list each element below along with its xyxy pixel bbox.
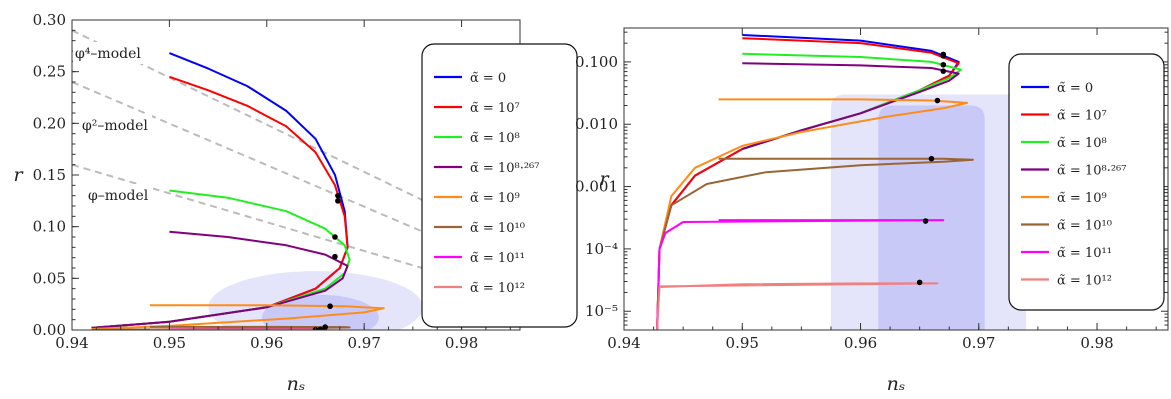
legend-label: α̃ = 10¹¹ (1057, 246, 1112, 261)
marker-dot-7 (922, 218, 929, 224)
y-tick-label: 0.100 (575, 53, 618, 71)
x-tick-label: 0.95 (726, 334, 759, 352)
y-axis-label: r (13, 164, 24, 186)
marker-dot-3 (940, 61, 947, 68)
x-tick-label: 0.96 (250, 334, 283, 352)
x-tick-label: 0.96 (844, 334, 877, 352)
legend-label: α̃ = 0 (1057, 81, 1093, 96)
legend: α̃ = 0 α̃ = 10⁷ α̃ = 10⁸ α̃ = 10⁸·²⁶⁷ α̃ = 1… (1008, 53, 1165, 311)
marker-dot-5 (327, 303, 333, 310)
legend-label: α̃ = 10¹⁰ (1057, 219, 1112, 234)
model-label-bg (86, 184, 153, 206)
legend-label: α̃ = 10¹² (1057, 274, 1112, 289)
y-tick-label: 0.00 (33, 321, 66, 339)
y-tick-label: 10⁻⁵ (585, 302, 618, 320)
y-tick-label: 0.20 (33, 114, 66, 132)
x-tick-label: 0.98 (445, 334, 478, 352)
marker-dot-2 (335, 198, 341, 204)
x-tick-label: 0.98 (1080, 334, 1113, 352)
model-label: φ²–model (82, 118, 148, 134)
legend-label: α̃ = 10⁸·²⁶⁷ (1057, 164, 1126, 179)
y-tick-label: 0.05 (33, 269, 66, 287)
marker-dot-7 (317, 326, 324, 330)
marker-dot-1 (335, 192, 341, 199)
y-tick-label: 0.001 (575, 178, 618, 196)
legend-label: α̃ = 10¹⁰ (470, 221, 525, 236)
legend-label: α̃ = 10⁸·²⁶⁷ (470, 161, 539, 176)
x-axis-label: nₛ (887, 373, 906, 395)
legend-label: α̃ = 0 (470, 71, 506, 86)
series-line-4 (741, 62, 960, 150)
legend: α̃ = 0 α̃ = 10⁷ α̃ = 10⁸ α̃ = 10⁸·²⁶⁷ α̃ = 1… (421, 43, 578, 328)
series-line-5 (91, 304, 385, 330)
confidence-region-1 (830, 94, 1027, 330)
chart-2: 0.94 0.95 0.96 0.97 0.98 10⁻⁵ 10⁻⁴ 0.001 0.010 0.… (575, 27, 1169, 395)
legend-label: α̃ = 10⁷ (1057, 109, 1107, 124)
chart-1: 0.94 0.95 0.96 0.97 0.98 0.00 0.05 0.10 0.15 0.20… (13, 11, 578, 395)
y-tick-label: 0.30 (33, 11, 66, 29)
x-tick-label: 0.97 (347, 334, 380, 352)
series-line-7 (656, 219, 945, 330)
series-line-6 (658, 157, 974, 250)
y-tick-label: 10⁻⁴ (585, 240, 618, 258)
plot-area (656, 34, 1027, 330)
plot-frame (623, 27, 1169, 331)
marker-dot-4 (940, 68, 947, 74)
model-label: φ–model (88, 188, 149, 204)
legend-label: α̃ = 10⁷ (470, 101, 520, 116)
legend-label: α̃ = 10⁹ (1057, 191, 1107, 206)
series-line-5 (656, 98, 968, 330)
legend-label: α̃ = 10⁸ (1057, 136, 1107, 151)
legend-label: α̃ = 10⁹ (470, 191, 520, 206)
confidence-region-1 (208, 271, 423, 330)
legend-label: α̃ = 10¹¹ (470, 251, 525, 266)
x-axis-label: nₛ (287, 373, 306, 395)
model-line-2 (72, 81, 520, 275)
marker-dot-5 (934, 97, 941, 104)
model-label-bg (80, 114, 152, 136)
y-tick-label: 0.25 (33, 63, 66, 81)
model-label-bg (73, 42, 145, 64)
marker-dot-2 (940, 53, 947, 59)
marker-dot-6 (928, 155, 935, 162)
series-line-8 (656, 282, 939, 330)
model-label: φ⁴–model (75, 46, 141, 62)
y-tick-label: 0.010 (575, 115, 618, 133)
legend-box (1008, 53, 1165, 311)
y-tick-label: 0.15 (33, 166, 66, 184)
marker-dot-3 (332, 234, 338, 240)
x-tick-label: 0.94 (55, 334, 88, 352)
x-tick-label: 0.97 (962, 334, 995, 352)
x-tick-label: 0.95 (153, 334, 186, 352)
marker-dot-8 (916, 279, 923, 286)
marker-dot-6 (322, 324, 329, 330)
legend-label: α̃ = 10⁸ (470, 131, 520, 146)
x-tick-label: 0.94 (607, 334, 640, 352)
y-axis-label: r (599, 168, 610, 190)
confidence-region-2 (261, 294, 379, 330)
series-line-4 (91, 230, 349, 329)
marker-dot-4 (332, 253, 338, 260)
y-tick-label: 0.10 (33, 218, 66, 236)
legend-label: α̃ = 10¹² (470, 281, 525, 296)
